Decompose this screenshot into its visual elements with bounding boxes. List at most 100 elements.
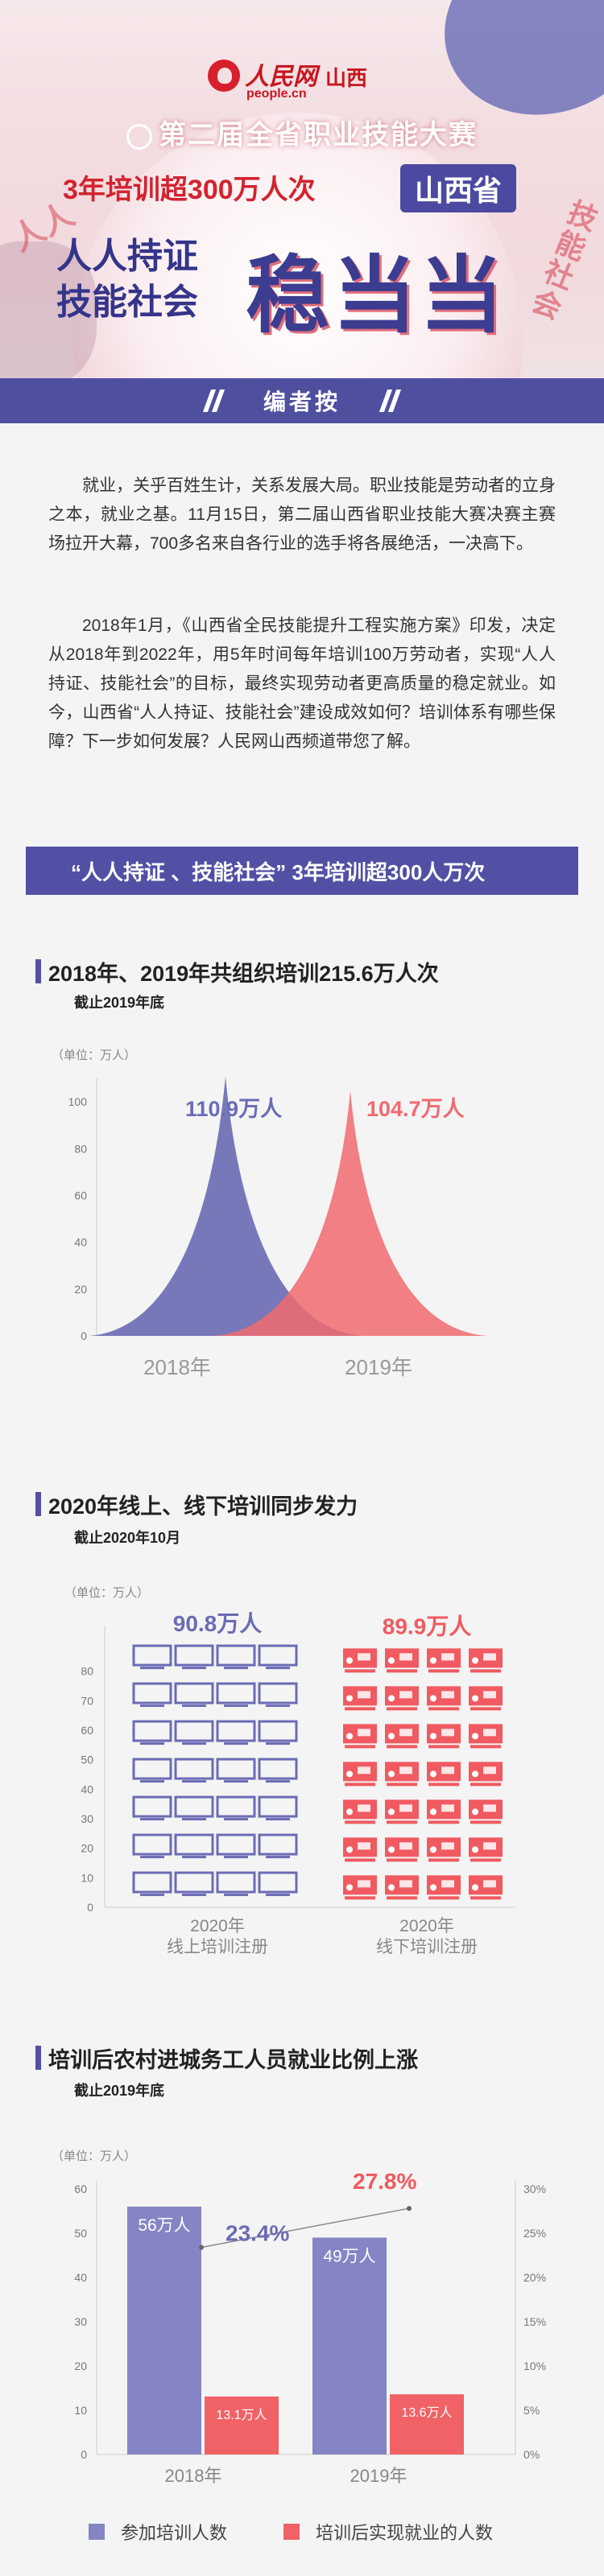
chart3-y2-tick: 15% [523,2315,546,2328]
monitor-icon [174,1682,214,1704]
chart1-y-tick: 60 [74,1189,87,1201]
monitor-stand-icon [140,1856,164,1859]
board-text-icon [399,1729,412,1737]
monitor-icon [174,1720,214,1742]
board-text-icon [441,1691,454,1699]
teacher-icon [346,1733,353,1740]
chart3-bar-label: 56万人 [138,2216,190,2235]
teacher-icon [430,1695,436,1702]
chart3-y-tick: 10 [74,2404,87,2417]
board-text-icon [441,1804,454,1812]
teacher-icon [472,1846,478,1853]
chart3-y2-tick: 0% [523,2448,540,2461]
chart3-y2-tick: 5% [523,2404,540,2417]
monitor-icon [174,1644,214,1667]
monitor-icon [216,1644,256,1667]
chart1-x-label: 2019年 [345,1355,412,1379]
banner-blob-decoration [0,241,97,378]
desk-icon [345,1707,375,1711]
board-text-icon [358,1691,370,1699]
chart3-y-tick: 30 [74,2315,87,2328]
board-text-icon [399,1842,412,1850]
chart3-bar-trained [312,2237,387,2454]
contest-title: 第二届全省职业技能大赛 [0,113,604,152]
teacher-icon [430,1846,436,1853]
monitor-icon [216,1682,256,1704]
tagline: 3年培训超300万人次 [63,175,316,205]
monitor-stand-icon [266,1818,290,1821]
monitor-stand-icon [182,1742,206,1745]
chart2-y-tick: 40 [81,1783,93,1795]
chart1-area-2019年 [213,1090,487,1336]
board-text-icon [441,1729,454,1737]
desk-icon [428,1669,459,1673]
desk-icon [387,1858,417,1862]
monitor-stand-icon [266,1856,290,1859]
chart1-x-label: 2018年 [143,1355,211,1379]
monitor-stand-icon [182,1894,206,1897]
board-text-icon [399,1804,412,1812]
monitor-stand-icon [140,1780,164,1783]
desk-icon [470,1896,501,1900]
chart2-subtitle: 截止2020年10月 [74,1530,181,1546]
board-text-icon [358,1804,370,1812]
contest-emblem-icon [126,124,152,150]
monitor-stand-icon [140,1894,164,1897]
desk-icon [428,1896,459,1900]
teacher-icon [472,1733,478,1740]
board-text-icon [483,1804,496,1812]
monitor-icon [132,1644,172,1667]
monitor-icon [216,1871,256,1894]
monitor-stand-icon [182,1704,206,1708]
monitor-icon [258,1682,298,1704]
desk-icon [428,1783,459,1787]
chart2-x-label: 线上培训注册 [167,1938,268,1956]
chart2-y-tick: 50 [81,1754,93,1766]
chart3-y-tick: 60 [74,2182,87,2195]
chart3-unit: （单位：万人） [52,2149,137,2163]
chart3-y-tick: 0 [81,2448,87,2461]
chart1-y-tick: 40 [74,1236,87,1249]
contest-text: 第二届全省职业技能大赛 [159,119,478,151]
editor-note-label: 编者按 [263,389,341,414]
editor-paragraph-2: 2018年1月，《山西省全民技能提升工程实施方案》印发，决定从2018年到202… [48,616,556,751]
section-title-bar: “人人持证 、技能社会” 3年培训超300人万次 [26,847,578,895]
teacher-icon [430,1770,436,1778]
desk-icon [428,1745,459,1749]
main-title-right: 稳当当 [246,249,507,343]
monitor-stand-icon [140,1818,164,1821]
desk-icon [470,1783,501,1787]
desk-icon [387,1707,417,1711]
desk-icon [387,1783,417,1787]
chart3-title: 培训后农村进城务工人员就业比例上涨 [35,2042,418,2074]
chart1-subtitle: 截止2019年底 [74,995,165,1011]
board-text-icon [483,1653,496,1661]
chart2-data-label: 90.8万人 [173,1611,263,1636]
people-logo-icon [208,60,240,92]
teacher-icon [472,1657,478,1664]
monitor-stand-icon [266,1894,290,1897]
monitor-stand-icon [140,1704,164,1708]
monitor-icon [174,1795,214,1818]
teacher-icon [430,1657,436,1664]
chart1-unit: （单位：万人） [52,1049,137,1062]
teacher-icon [388,1808,395,1816]
chart3-y-tick: 50 [74,2227,87,2240]
chart3-y2-tick: 25% [523,2227,546,2240]
desk-icon [345,1820,375,1824]
teacher-icon [388,1884,395,1891]
teacher-icon [472,1884,478,1891]
board-text-icon [441,1766,454,1774]
chart3-ratio-line [201,2207,410,2248]
chart3-y2-tick: 20% [523,2271,546,2284]
desk-icon [345,1745,375,1749]
desk-icon [345,1896,375,1900]
main-title-line-2: 技能社会 [56,282,198,323]
chart3-y-tick: 20 [74,2360,87,2372]
teacher-icon [346,1808,353,1816]
monitor-icon [174,1833,214,1856]
monitor-icon [258,1833,298,1856]
monitor-icon [216,1720,256,1742]
main-title-line-1: 人人持证 [56,237,198,276]
chart1-data-label: 104.7万人 [366,1097,465,1121]
